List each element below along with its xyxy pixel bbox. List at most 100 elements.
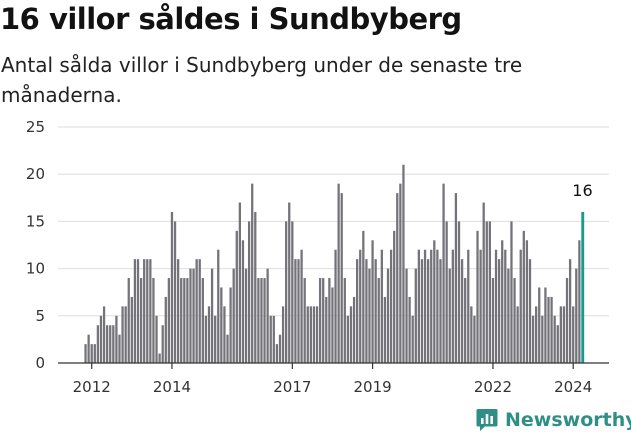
bar xyxy=(263,278,266,363)
bar xyxy=(470,306,473,363)
y-tick-label: 15 xyxy=(26,212,45,230)
bar xyxy=(501,240,504,363)
bar xyxy=(454,193,458,363)
bar xyxy=(393,230,396,363)
bar xyxy=(547,296,550,363)
bar xyxy=(507,268,510,363)
bar xyxy=(553,315,556,363)
bar xyxy=(152,278,155,363)
bar xyxy=(562,306,566,363)
bar xyxy=(118,334,121,363)
bar xyxy=(402,164,405,363)
bar xyxy=(217,249,220,363)
bar xyxy=(127,278,130,363)
bar xyxy=(519,249,522,363)
bar xyxy=(362,230,365,363)
bar xyxy=(87,334,90,363)
bar xyxy=(121,306,124,363)
bar xyxy=(328,278,331,363)
bar xyxy=(396,193,399,363)
bar xyxy=(568,259,572,363)
bar xyxy=(106,325,109,363)
bar xyxy=(411,315,414,363)
bar xyxy=(572,306,575,363)
bar xyxy=(386,268,390,363)
bar xyxy=(337,183,340,363)
bar xyxy=(90,344,93,363)
bar xyxy=(176,259,180,363)
bar xyxy=(346,315,350,363)
bar xyxy=(439,259,442,363)
bar xyxy=(578,240,581,363)
bar xyxy=(254,211,257,363)
bar xyxy=(550,296,553,363)
bar xyxy=(96,325,100,363)
bar xyxy=(325,296,328,363)
bar xyxy=(433,240,436,363)
bar xyxy=(272,315,275,363)
bar xyxy=(260,278,263,363)
bar xyxy=(352,296,356,363)
bar xyxy=(109,325,112,363)
bar xyxy=(158,353,161,363)
bar xyxy=(485,221,488,363)
bar xyxy=(488,221,491,363)
bar xyxy=(457,221,461,363)
bar xyxy=(451,249,454,363)
bar xyxy=(167,278,171,363)
x-tick-label: 2017 xyxy=(273,378,311,396)
bar xyxy=(201,278,204,363)
bar xyxy=(544,287,547,363)
bar xyxy=(420,259,424,363)
bar xyxy=(482,202,485,363)
bar xyxy=(445,221,448,363)
bar xyxy=(365,259,368,363)
bar xyxy=(423,249,427,363)
x-tick-label: 2019 xyxy=(353,378,391,396)
bar xyxy=(251,183,254,363)
bar xyxy=(525,240,529,363)
bar xyxy=(371,240,374,363)
bar xyxy=(84,344,87,363)
bar xyxy=(244,268,248,363)
bar xyxy=(322,278,325,363)
bar xyxy=(235,230,238,363)
bar xyxy=(479,249,482,363)
x-tick-label: 2022 xyxy=(474,378,512,396)
bar xyxy=(476,230,479,363)
bar xyxy=(269,315,272,363)
bar xyxy=(285,221,288,363)
bar xyxy=(238,202,241,363)
bar xyxy=(417,249,421,363)
bar xyxy=(516,306,519,363)
bar xyxy=(297,259,300,363)
bar xyxy=(556,325,559,363)
x-axis-labels: 2012 2014 2017 2019 2022 2024 xyxy=(73,363,592,396)
newsworthy-logo-icon xyxy=(476,409,498,431)
newsworthy-logo: Newsworthy xyxy=(476,408,631,432)
bar xyxy=(408,296,411,363)
bar xyxy=(467,249,470,363)
bar xyxy=(164,296,167,363)
bar xyxy=(226,334,229,363)
y-tick-label: 25 xyxy=(26,118,45,136)
bar xyxy=(356,259,359,363)
bar xyxy=(541,315,544,363)
bar xyxy=(291,221,294,363)
bar xyxy=(380,249,383,363)
bar xyxy=(204,315,208,363)
bar xyxy=(426,259,430,363)
bar xyxy=(124,306,127,363)
y-tick-label: 20 xyxy=(26,165,45,183)
bar xyxy=(195,259,198,363)
bar xyxy=(565,278,569,363)
bar xyxy=(161,325,164,363)
bar xyxy=(198,259,201,363)
bar xyxy=(504,249,507,363)
bar xyxy=(232,268,235,363)
bar xyxy=(223,306,226,363)
bar xyxy=(460,259,464,363)
bar xyxy=(266,268,269,363)
bar xyxy=(442,183,445,363)
